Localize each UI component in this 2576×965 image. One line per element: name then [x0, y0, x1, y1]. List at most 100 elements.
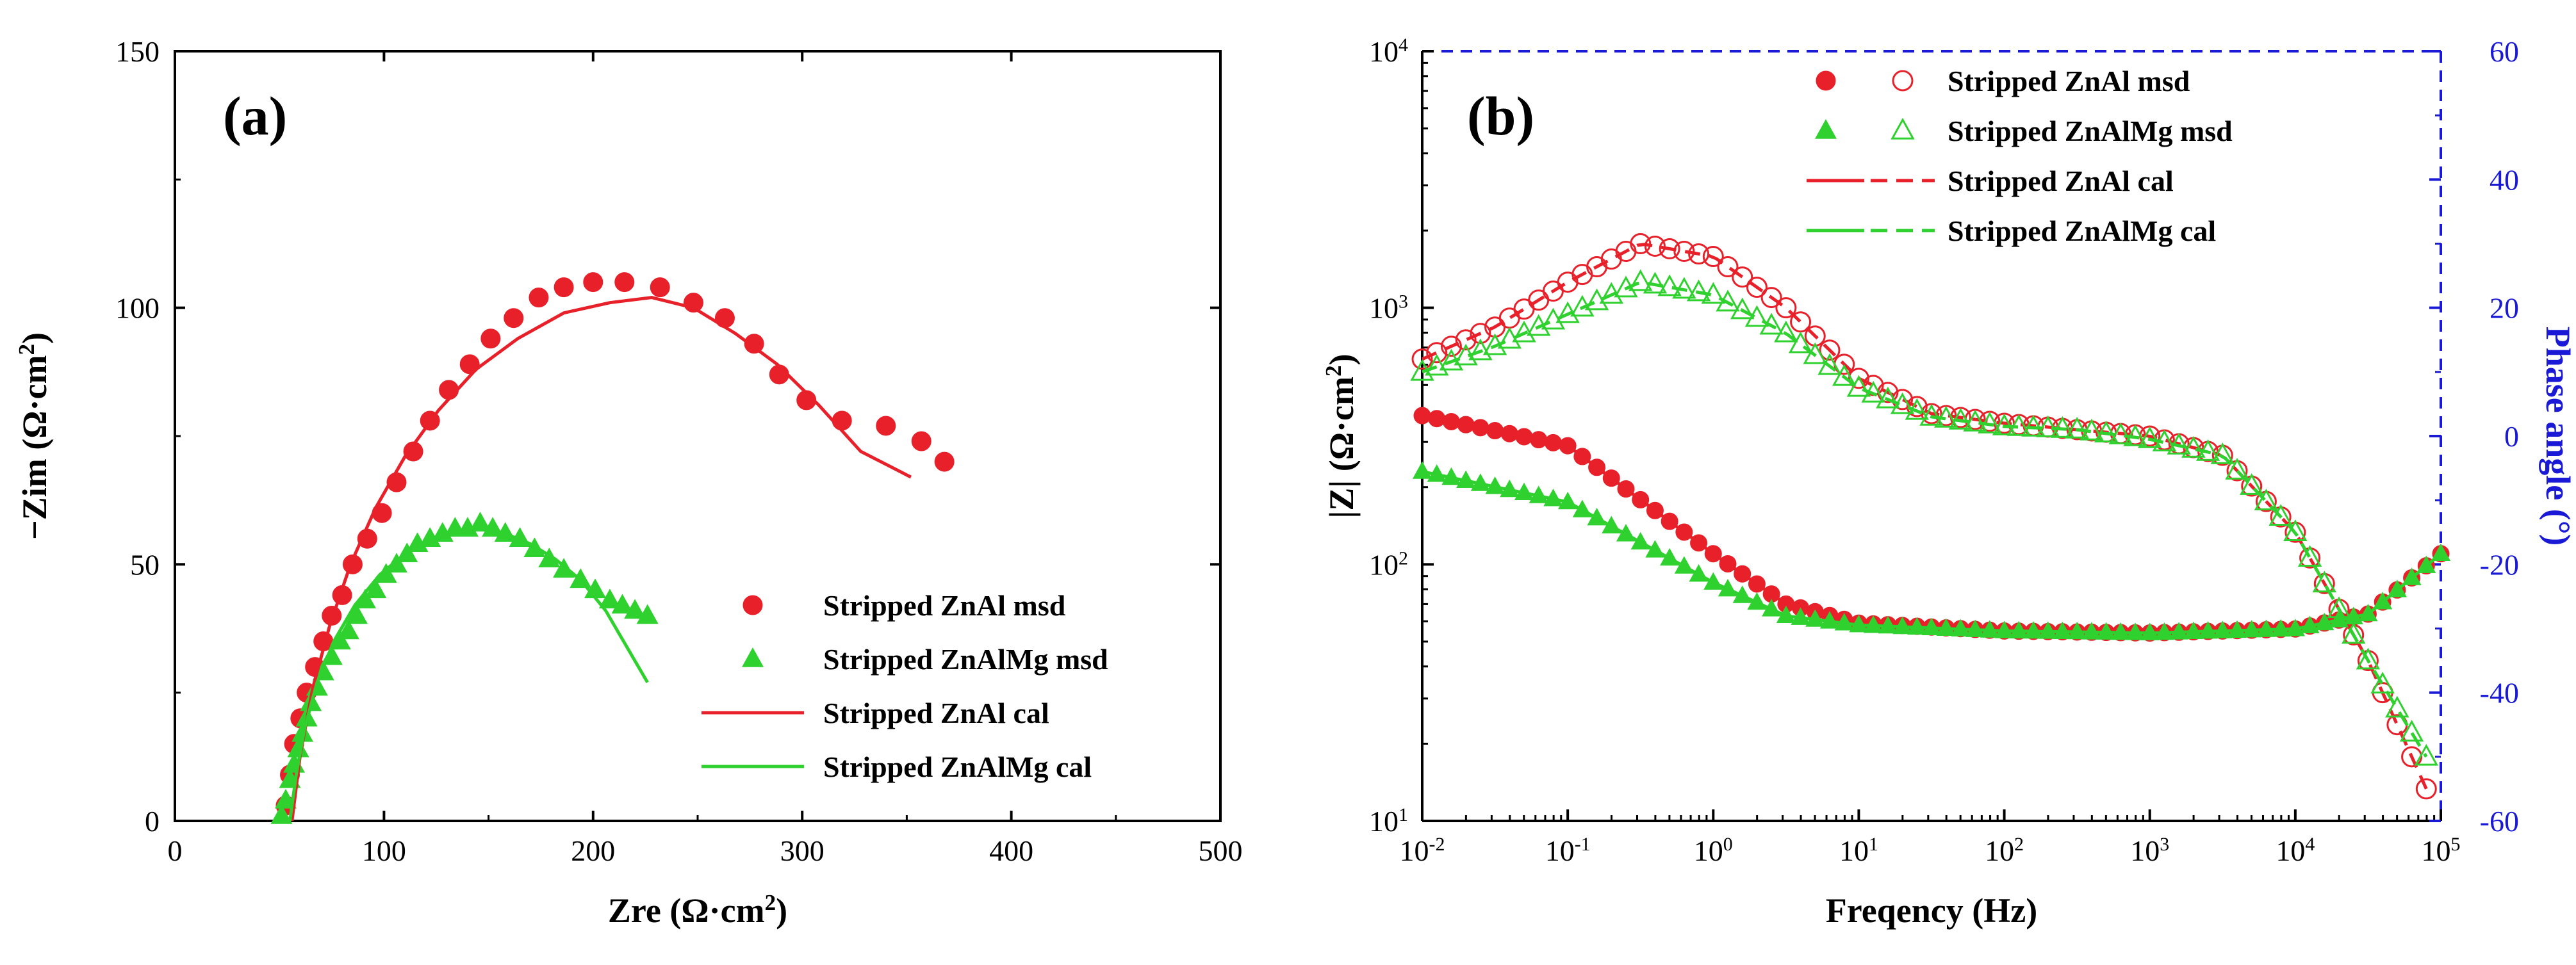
modulus-point-filled-triangle	[1921, 617, 1942, 636]
x-tick-label: 0	[168, 834, 183, 867]
modulus-point-filled-triangle	[2081, 622, 2101, 640]
modulus-point-filled-triangle	[1732, 585, 1752, 603]
x-tick-label: 100	[1694, 834, 1733, 868]
modulus-point-filled-circle	[1472, 419, 1489, 437]
phase-point-open-triangle	[1817, 353, 1842, 375]
phase-point-open-circle	[1775, 297, 1797, 319]
modulus-point-filled-triangle	[1718, 579, 1738, 597]
phase-point-open-triangle	[2283, 519, 2308, 541]
modulus-point-filled-triangle	[1500, 479, 1520, 498]
phase-point-open-triangle	[2065, 416, 2089, 439]
data-point-triangle	[337, 619, 359, 640]
modulus-point-filled-triangle	[1849, 615, 1869, 633]
legend-label: Stripped ZnAlMg cal	[1948, 215, 2216, 247]
modulus-point-filled-triangle	[2431, 543, 2451, 562]
data-point-circle	[796, 390, 817, 410]
phase-point-open-circle	[1630, 233, 1652, 254]
phase-point-open-triangle	[1948, 407, 1973, 430]
phase-point-open-triangle	[1759, 312, 1784, 335]
modulus-point-filled-triangle	[2009, 620, 2029, 638]
modulus-point-filled-triangle	[1819, 611, 1840, 629]
modulus-point-filled-circle	[1602, 469, 1620, 487]
legend-label: Stripped ZnAlMg msd	[1948, 115, 2233, 147]
data-point-triangle	[611, 594, 634, 614]
x-axis-label: Zre (Ω·cm2)	[608, 890, 787, 930]
modulus-point-filled-triangle	[1572, 499, 1592, 517]
modulus-point-filled-triangle	[2256, 619, 2276, 637]
phase-point-open-circle	[1702, 246, 1724, 268]
phase-point-open-triangle	[2094, 420, 2119, 442]
phase-point-open-triangle	[1672, 277, 1696, 299]
phase-point-open-triangle	[1454, 343, 1478, 366]
panel-label-b: (b)	[1467, 85, 1534, 147]
modulus-point-filled-triangle	[2140, 622, 2160, 640]
data-point-circle	[650, 277, 670, 298]
modulus-point-filled-triangle	[2358, 603, 2378, 622]
phase-point-open-triangle	[1846, 375, 1871, 397]
x-tick-label: 10-1	[1545, 834, 1591, 868]
y-tick-label: 103	[1369, 291, 1408, 325]
x-tick-label: 300	[780, 834, 824, 867]
legend-circle-marker	[742, 595, 763, 615]
x-tick-label: 10-2	[1400, 834, 1445, 868]
phase-point-open-triangle	[1832, 364, 1857, 386]
legend-a: Stripped ZnAl msd Stripped ZnAlMg msd Stri…	[701, 589, 1108, 783]
phase-point-open-triangle	[2080, 418, 2104, 441]
phase-point-open-triangle	[2181, 435, 2206, 458]
y2-axis-label: Phase angle (°)	[2539, 327, 2576, 546]
legend-triangle-marker	[742, 647, 764, 667]
phase-point-open-circle	[1659, 238, 1680, 260]
phase-point-open-triangle	[1803, 342, 1827, 364]
modulus-point-filled-triangle	[2067, 621, 2087, 640]
phase-point-open-circle	[1732, 266, 1753, 288]
modulus-point-filled-triangle	[1878, 615, 1898, 634]
modulus-point-filled-triangle	[1674, 556, 1694, 574]
phase-point-open-circle	[2415, 778, 2437, 800]
modulus-point-filled-triangle	[2416, 555, 2436, 573]
modulus-point-filled-circle	[1661, 512, 1678, 530]
phase-point-open-triangle	[2006, 414, 2031, 436]
data-point-circle	[744, 334, 764, 354]
data-point-circle	[876, 416, 896, 436]
modulus-point-filled-triangle	[2154, 622, 2174, 640]
phase-point-open-triangle	[2254, 489, 2279, 510]
x-tick-label: 103	[2130, 834, 2169, 868]
modulus-point-filled-triangle	[1616, 524, 1636, 542]
phase-point-open-triangle	[2050, 416, 2075, 438]
phase-point-open-triangle	[2036, 415, 2060, 437]
modulus-point-filled-triangle	[1427, 464, 1447, 482]
phase-point-open-triangle	[2152, 429, 2177, 451]
modulus-point-filled-triangle	[2402, 567, 2422, 585]
phase-point-open-triangle	[2399, 720, 2424, 742]
phase-point-open-triangle	[2342, 622, 2366, 644]
legend-filled-circle-marker	[1816, 70, 1836, 91]
modulus-point-filled-triangle	[1660, 547, 1680, 566]
modulus-point-filled-circle	[1457, 416, 1475, 434]
legend-filled-triangle-marker	[1815, 118, 1837, 139]
y-tick-label: 150	[115, 35, 160, 68]
modulus-point-filled-triangle	[1587, 508, 1607, 526]
y-tick-label: 50	[130, 548, 160, 581]
modulus-point-filled-triangle	[2125, 622, 2145, 640]
panel-label-a: (a)	[223, 85, 287, 147]
phase-point-open-triangle	[2021, 414, 2046, 437]
modulus-point-filled-triangle	[1470, 473, 1490, 491]
modulus-point-filled-circle	[1530, 431, 1548, 449]
phase-point-open-triangle	[1468, 338, 1493, 361]
y-axis-label: |Z| (Ω·cm2)	[1321, 353, 1361, 518]
x-axis-label: Freqency (Hz)	[1826, 891, 2037, 930]
phase-point-open-circle	[1760, 287, 1782, 309]
data-point-circle	[714, 308, 735, 328]
phase-point-open-triangle	[1788, 331, 1813, 353]
legend-label: Stripped ZnAl cal	[1948, 165, 2174, 197]
phase-point-open-circle	[1673, 241, 1695, 263]
modulus-point-filled-triangle	[2315, 612, 2334, 631]
modulus-point-filled-triangle	[1630, 531, 1650, 550]
legend-label: Stripped ZnAlMg cal	[823, 750, 1092, 783]
modulus-point-filled-triangle	[2373, 592, 2393, 610]
modulus-point-filled-triangle	[1703, 572, 1723, 590]
modulus-point-filled-triangle	[1602, 515, 1621, 533]
modulus-point-filled-triangle	[2300, 615, 2320, 633]
phase-point-open-circle	[1644, 236, 1666, 257]
